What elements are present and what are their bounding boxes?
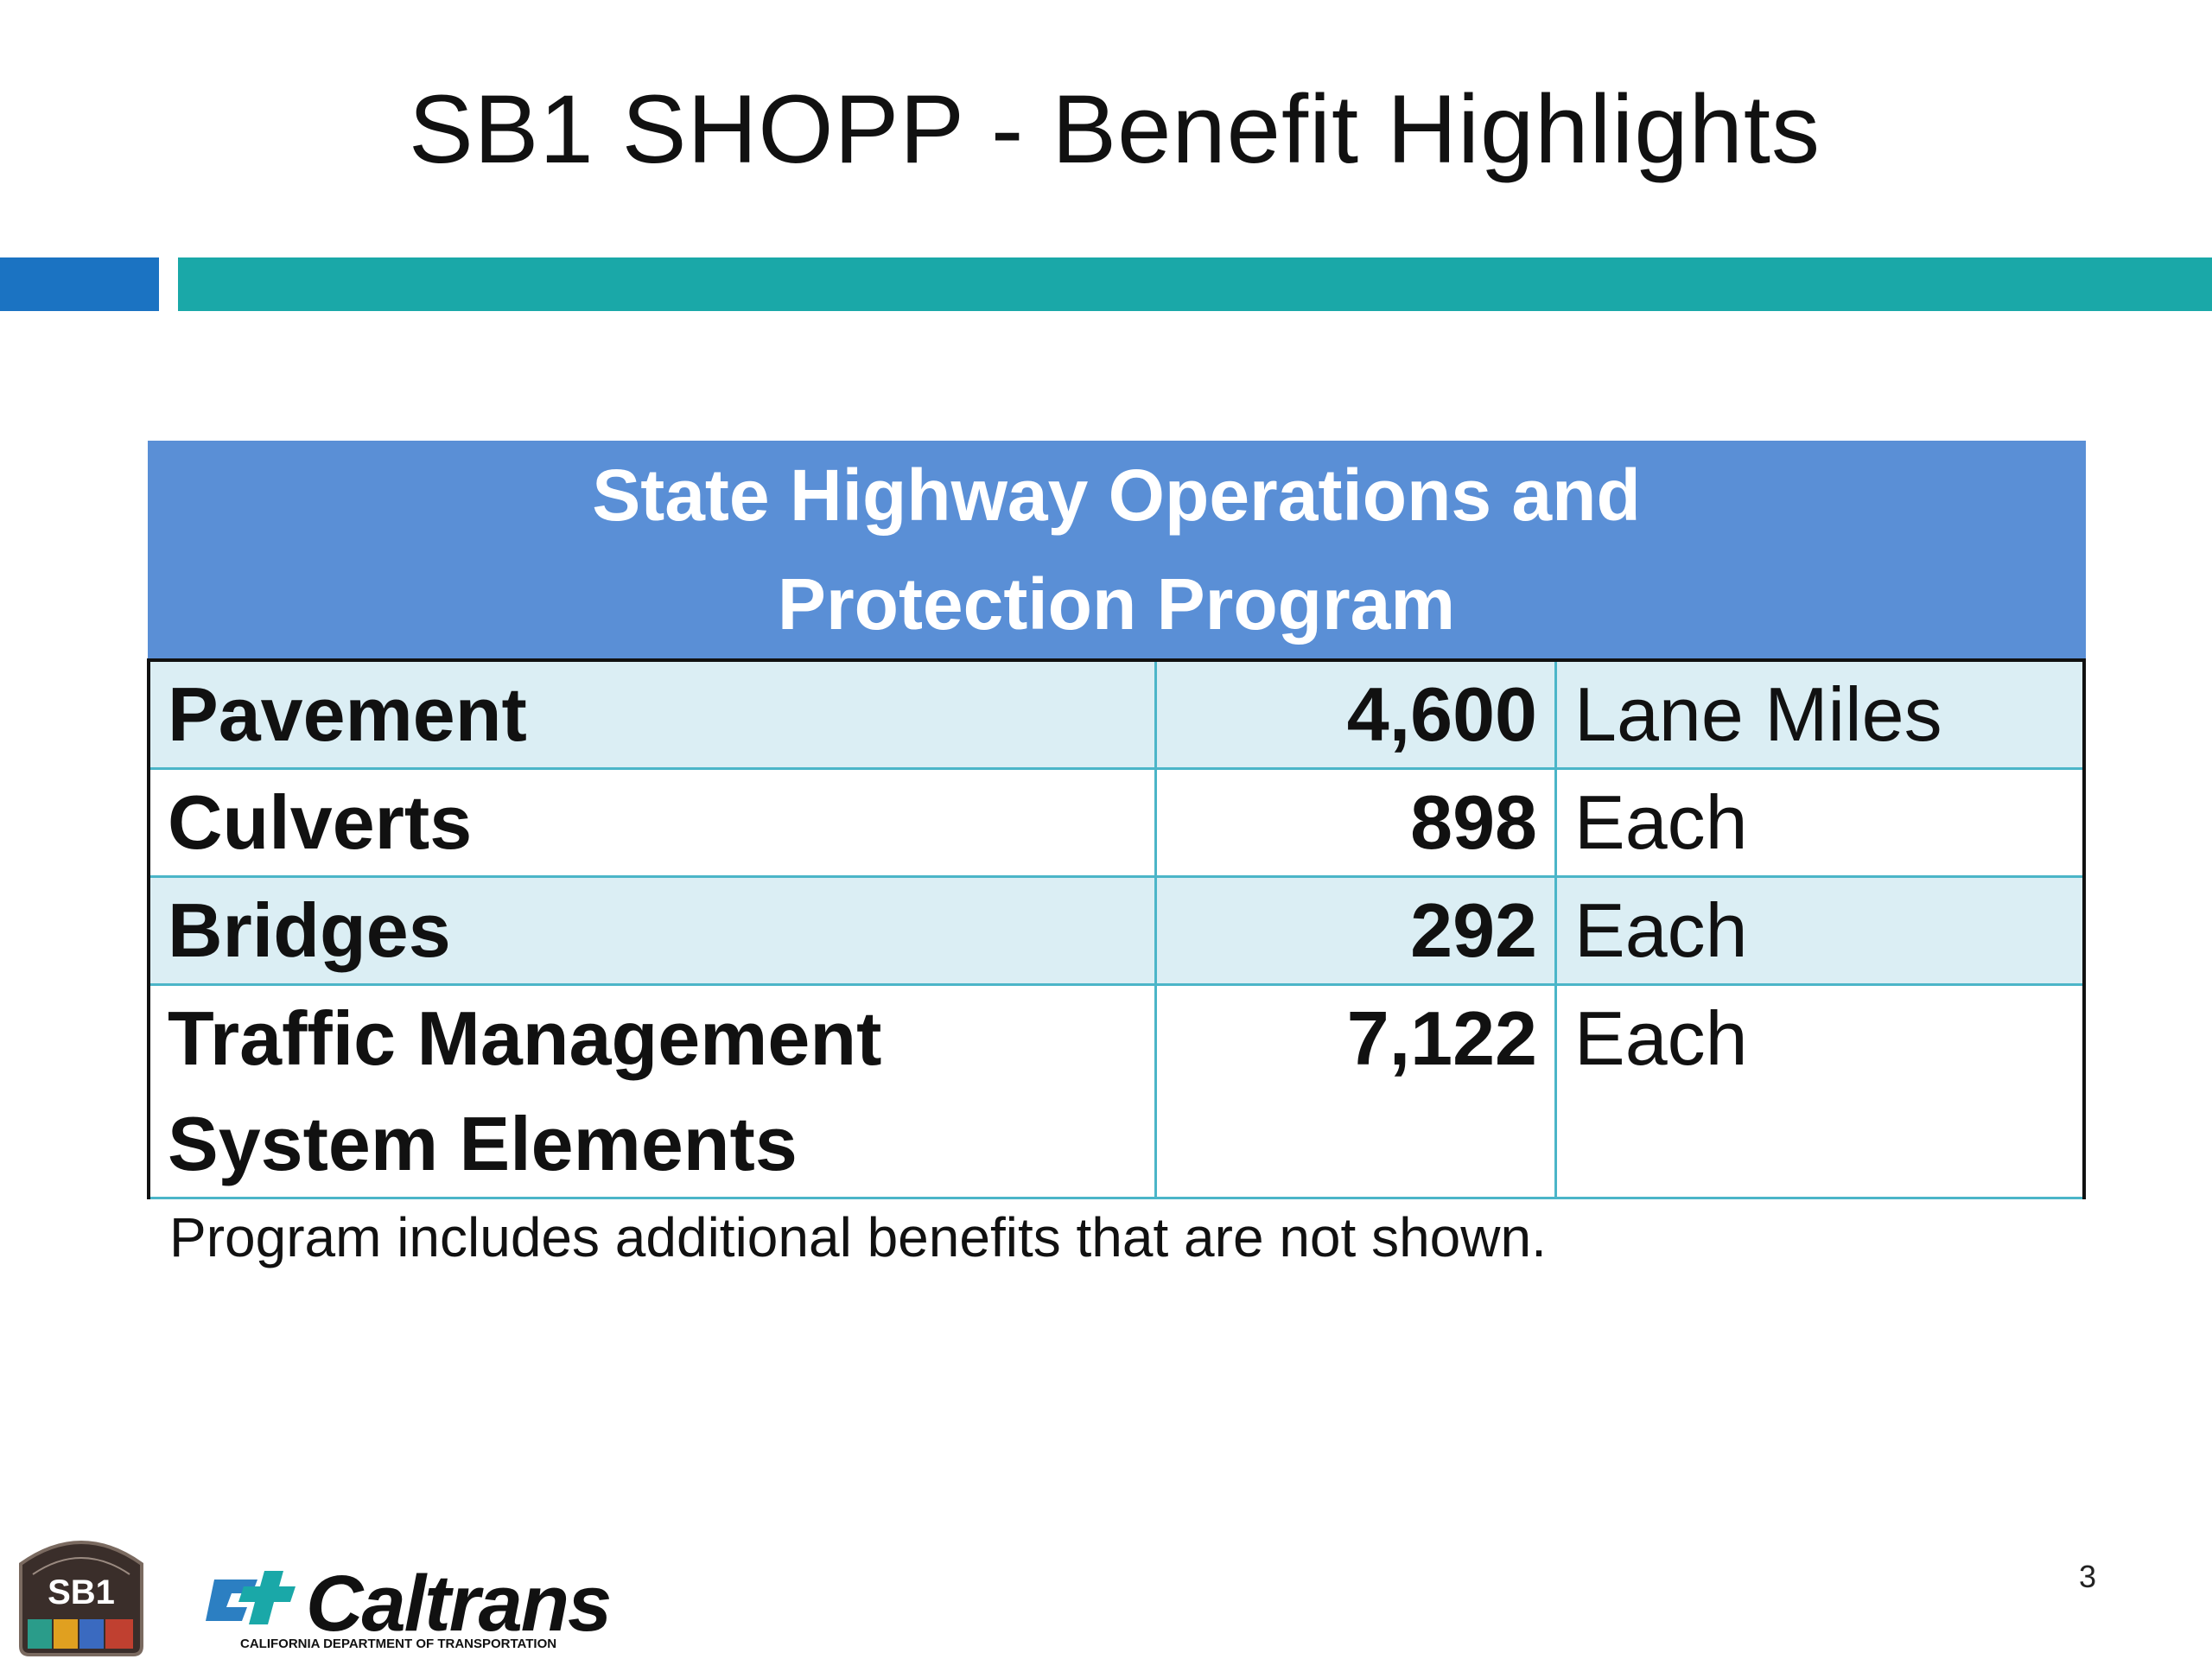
row-item-label: Pavement [168, 671, 527, 757]
footnote: Program includes additional benefits tha… [169, 1206, 1547, 1268]
caltrans-subtitle: CALIFORNIA DEPARTMENT OF TRANSPORTATION [240, 1637, 557, 1651]
caltrans-logo: Caltrans CALIFORNIA DEPARTMENT OF TRANSP… [197, 1560, 612, 1659]
slide-title: SB1 SHOPP - Benefit Highlights [408, 75, 1821, 183]
row-item-label-line-2: System Elements [168, 1101, 798, 1186]
row-item-cell: Bridges [147, 875, 1157, 986]
sb1-badge-text: SB1 [48, 1573, 115, 1611]
row-value: 4,600 [1154, 658, 1557, 770]
table-row-culverts: Culverts 898 Each [147, 767, 2086, 878]
row-item-cell: Pavement [147, 658, 1157, 770]
row-value: 292 [1154, 875, 1557, 986]
row-unit: Each [1554, 875, 2086, 986]
table-row-bridges: Bridges 292 Each [147, 875, 2086, 986]
row-item-cell: Culverts [147, 767, 1157, 878]
page-number: 3 [2079, 1559, 2097, 1594]
row-value: 898 [1154, 767, 1557, 878]
row-item-label: Culverts [168, 779, 473, 865]
table-header-line-1: State Highway Operations and [592, 454, 1641, 536]
caltrans-mark-icon [206, 1571, 296, 1624]
row-value: 7,122 [1154, 983, 1557, 1199]
row-item-label: Traffic Management [168, 995, 882, 1081]
table-header: State Highway Operations and Protection … [147, 441, 2086, 660]
row-unit: Each [1554, 767, 2086, 878]
row-item-cell: Traffic Management System Elements [147, 983, 1157, 1199]
accent-bar-teal [178, 257, 2212, 311]
row-item-label: Bridges [168, 887, 451, 973]
row-unit: Each [1554, 983, 2086, 1199]
benefits-table: State Highway Operations and Protection … [147, 441, 2086, 1199]
table-header-row: State Highway Operations and Protection … [147, 441, 2086, 660]
table-row-pavement: Pavement 4,600 Lane Miles [147, 658, 2086, 770]
row-unit: Lane Miles [1554, 658, 2086, 770]
table-header-line-2: Protection Program [777, 563, 1456, 645]
accent-bar-blue [0, 257, 159, 311]
table-row-traffic-management: Traffic Management System Elements 7,122… [147, 983, 2086, 1199]
sb1-logo: SB1 [19, 1541, 143, 1656]
caltrans-wordmark: Caltrans [306, 1560, 612, 1648]
